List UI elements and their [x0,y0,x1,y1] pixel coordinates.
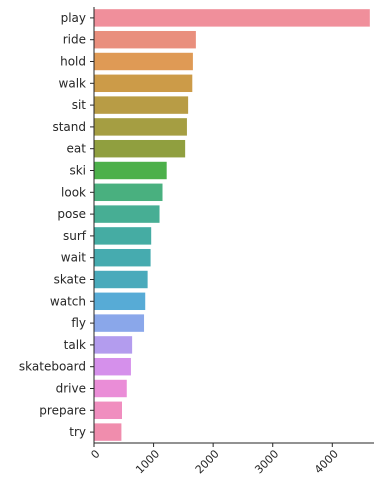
bar-watch [94,292,146,311]
y-tick-label-talk: talk [64,338,86,352]
x-tick-label: 1000 [133,447,162,476]
y-ticks [90,17,94,433]
bar-walk [94,74,193,93]
bar-pose [94,205,160,223]
bar-skate [94,270,148,289]
x-tick-label: 2000 [193,447,222,476]
y-tick-label-pose: pose [57,207,86,221]
y-tick-label-look: look [61,185,86,199]
x-tick-labels: 0 1000 2000 3000 4000 [88,447,340,476]
y-tick-label-eat: eat [67,142,87,156]
y-tick-labels: play ride hold walk sit stand eat ski look pose su… [19,11,87,439]
y-tick-label-skateboard: skateboard [19,360,86,374]
y-tick-label-watch: watch [50,294,86,308]
bar-look [94,183,163,202]
y-tick-label-sit: sit [72,98,87,112]
bar-wait [94,248,151,267]
y-tick-label-try: try [69,425,86,439]
bar-try [94,423,122,441]
bar-surf [94,227,152,245]
bar-sit [94,96,189,114]
y-tick-label-ski: ski [69,164,86,178]
bar-fly [94,314,145,332]
y-tick-label-wait: wait [61,251,87,265]
y-tick-label-drive: drive [56,382,86,396]
bar-drive [94,379,127,398]
bar-hold [94,52,193,71]
bar-skateboard [94,357,131,376]
y-tick-label-skate: skate [54,273,86,287]
y-tick-label-play: play [61,11,86,25]
bar-talk [94,336,133,354]
y-tick-label-fly: fly [71,316,86,330]
y-tick-label-prepare: prepare [39,403,86,417]
bar-stand [94,118,187,136]
bar-prepare [94,401,122,420]
x-tick-label: 3000 [252,447,281,476]
bar-play [94,9,370,27]
bar-ride [94,30,196,49]
y-tick-label-stand: stand [52,120,86,134]
y-tick-label-ride: ride [63,33,86,47]
bars [94,9,370,441]
y-tick-label-walk: walk [59,76,87,90]
y-tick-label-surf: surf [63,229,87,243]
y-tick-label-hold: hold [60,55,86,69]
x-ticks [93,443,333,447]
bar-ski [94,161,167,180]
x-tick-label: 4000 [312,447,341,476]
x-tick-label: 0 [88,447,102,461]
bar-eat [94,139,186,158]
